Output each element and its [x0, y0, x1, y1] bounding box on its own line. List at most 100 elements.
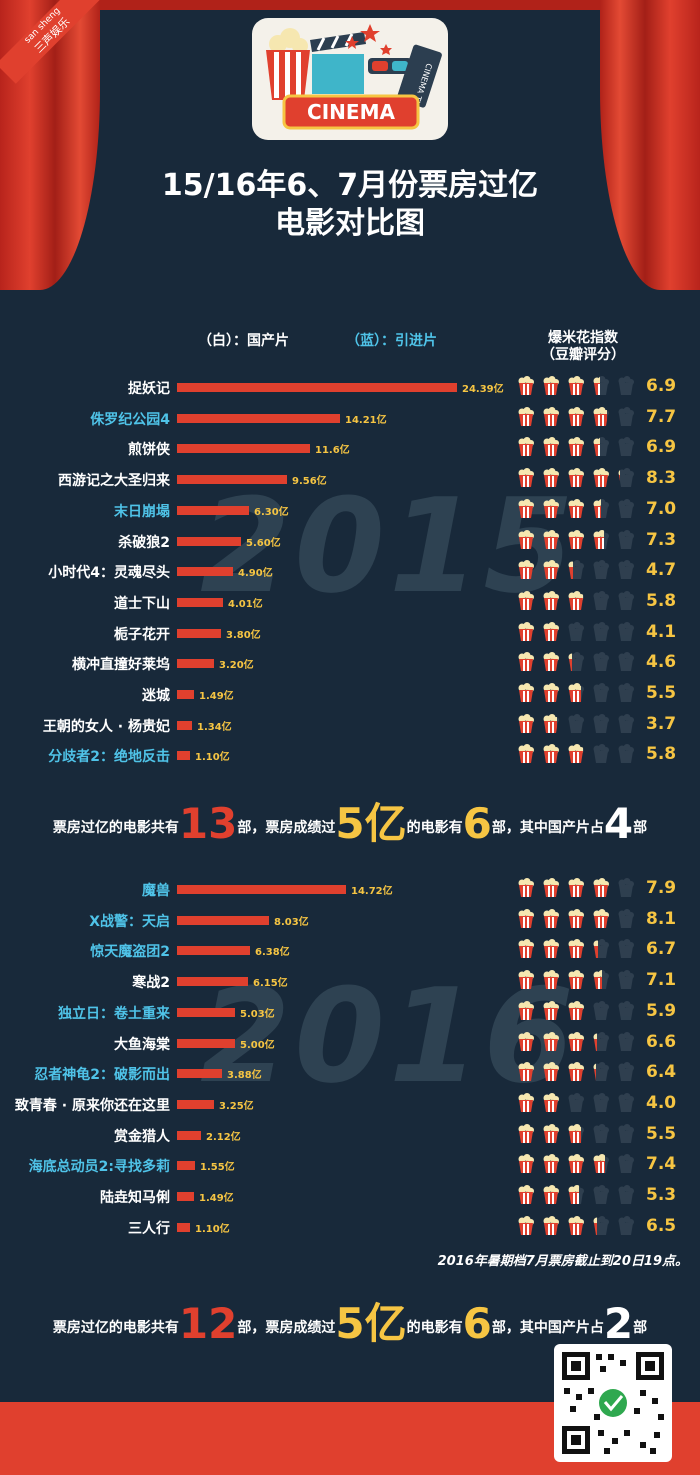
movie-title: 煎饼侠 [128, 442, 170, 459]
popcorn-icon [542, 560, 560, 580]
popcorn-icon [617, 560, 635, 580]
popcorn-icon [517, 437, 535, 457]
right-curtain [600, 0, 700, 290]
qr-code[interactable] [554, 1344, 672, 1462]
popcorn-icon [592, 560, 610, 580]
douban-score: 4.7 [646, 560, 677, 581]
popcorn-icon [542, 1092, 560, 1113]
popcorn-icon [517, 683, 535, 703]
popcorn-icon [542, 437, 560, 457]
box-office-value: 1.49亿 [199, 1193, 234, 1204]
popcorn-icon [567, 376, 585, 396]
box-office-bar [177, 1069, 222, 1079]
popcorn-icon [592, 1154, 610, 1174]
box-office-value: 4.01亿 [228, 598, 263, 610]
popcorn-icon [592, 437, 610, 457]
popcorn-icon [542, 1123, 560, 1144]
popcorn-icon [542, 468, 560, 488]
popcorn-icon [542, 621, 560, 642]
box-office-bar [177, 885, 346, 894]
popcorn-icon [592, 498, 610, 519]
box-office-value: 3.25亿 [219, 1100, 254, 1112]
year-watermark-2015: 2015 [200, 470, 578, 622]
summary-threshold: 5亿 [335, 1299, 407, 1348]
popcorn-icon [517, 529, 535, 550]
box-office-value: 3.88亿 [227, 1070, 262, 1082]
popcorn-icon [517, 406, 535, 427]
box-office-bar [177, 946, 250, 956]
box-office-value: 5.00亿 [240, 1039, 275, 1051]
box-office-value: 14.72亿 [351, 886, 393, 897]
popcorn-icon [517, 1123, 535, 1144]
popcorn-rating [517, 908, 642, 929]
box-office-value: 1.10亿 [195, 1223, 230, 1235]
popcorn-rating [517, 1062, 642, 1082]
popcorn-icon [517, 468, 535, 488]
popcorn-rating [517, 529, 642, 550]
popcorn-icon [592, 652, 610, 672]
box-office-bar [177, 1222, 190, 1232]
popcorn-icon [517, 1092, 535, 1113]
popcorn-index-subtitle: （豆瓣评分） [541, 347, 625, 363]
popcorn-icon [542, 498, 560, 519]
box-office-value: 11.6亿 [315, 445, 350, 457]
box-office-bar [177, 690, 194, 699]
box-office-bar [177, 1130, 201, 1140]
popcorn-icon [567, 970, 585, 990]
legend-imported: （蓝）：引进片 [346, 330, 437, 350]
popcorn-icon [617, 939, 635, 959]
summary-over5-count: 6 [462, 799, 492, 848]
star-icon [380, 44, 392, 55]
popcorn-icon [617, 908, 635, 929]
summary-2016: 票房过亿的电影共有12部，票房成绩过5亿的电影有6部，其中国产片占2部 [0, 1290, 700, 1351]
douban-score: 6.6 [646, 1031, 677, 1052]
box-office-value: 1.55亿 [200, 1162, 235, 1174]
popcorn-rating [517, 878, 642, 898]
summary-text: 部，其中国产片占 [491, 820, 604, 836]
popcorn-icon [567, 590, 585, 611]
douban-score: 6.9 [646, 437, 677, 458]
popcorn-icon [592, 1062, 610, 1082]
movie-title: 忍者神龟2：破影而出 [34, 1067, 170, 1084]
popcorn-icon [567, 1123, 585, 1144]
popcorn-icon [592, 1123, 610, 1144]
popcorn-rating [517, 468, 642, 488]
popcorn-icon [617, 713, 635, 734]
popcorn-icon [592, 713, 610, 734]
box-office-value: 5.03亿 [240, 1008, 275, 1020]
popcorn-icon [617, 744, 635, 764]
popcorn-rating [517, 376, 642, 396]
wechat-check-icon [599, 1389, 627, 1417]
popcorn-icon [517, 744, 535, 764]
box-office-value: 3.80亿 [226, 629, 261, 641]
popcorn-icon [517, 878, 535, 898]
popcorn-icon [592, 621, 610, 642]
movie-title: 大鱼海棠 [114, 1036, 170, 1053]
popcorn-rating [517, 498, 642, 519]
popcorn-icon [567, 468, 585, 488]
box-office-value: 6.15亿 [253, 978, 288, 990]
box-office-bar [177, 915, 269, 925]
movie-title: 惊天魔盗团2 [90, 944, 170, 961]
popcorn-icon [517, 908, 535, 929]
popcorn-rating [517, 1000, 642, 1021]
popcorn-icon [542, 878, 560, 898]
box-office-value: 4.90亿 [238, 568, 273, 580]
3d-glasses-icon [368, 58, 412, 74]
page-title-line1: 15/16年6、7月份票房过亿 [161, 168, 539, 203]
popcorn-icon [592, 878, 610, 898]
douban-score: 5.8 [646, 590, 677, 611]
popcorn-icon [617, 652, 635, 672]
popcorn-icon [592, 1000, 610, 1021]
movie-title: 赏金猎人 [114, 1128, 170, 1145]
movie-title: 三人行 [128, 1220, 170, 1237]
box-office-bar [177, 659, 214, 669]
popcorn-icon [567, 713, 585, 734]
popcorn-icon [592, 590, 610, 611]
douban-score: 5.9 [646, 1000, 677, 1021]
box-office-value: 6.38亿 [255, 947, 290, 959]
popcorn-icon [567, 560, 585, 580]
box-office-bar [177, 567, 233, 577]
popcorn-icon [592, 744, 610, 764]
popcorn-icon [542, 713, 560, 734]
